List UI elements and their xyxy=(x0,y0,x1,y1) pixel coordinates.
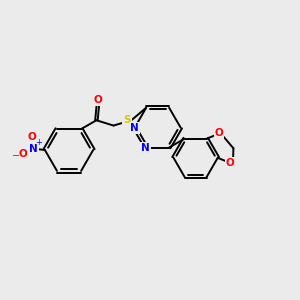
Text: N: N xyxy=(29,143,38,154)
Text: O: O xyxy=(215,128,224,138)
Text: +: + xyxy=(36,138,42,147)
Text: −: − xyxy=(12,151,20,161)
Text: O: O xyxy=(28,132,37,142)
Text: O: O xyxy=(226,158,235,168)
Text: O: O xyxy=(94,95,102,105)
Text: S: S xyxy=(123,115,130,125)
Text: N: N xyxy=(130,123,139,133)
Text: O: O xyxy=(18,149,27,159)
Text: N: N xyxy=(141,143,150,153)
